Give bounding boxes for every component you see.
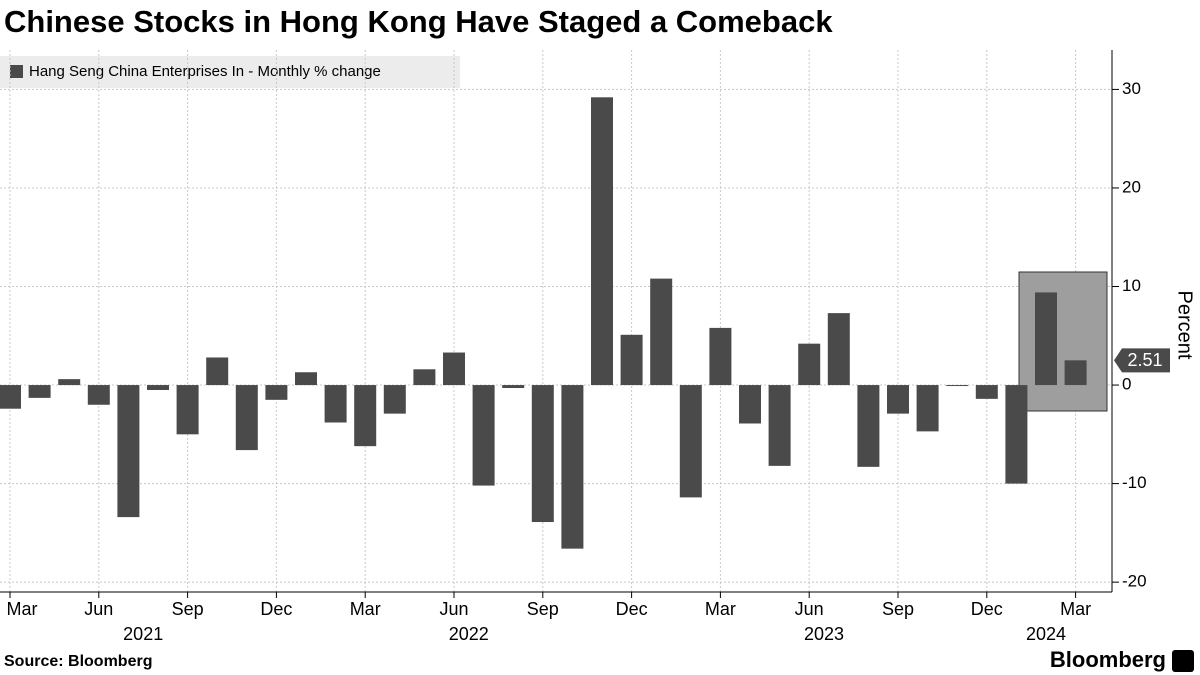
x-tick-label: Sep xyxy=(172,599,204,619)
bar xyxy=(117,385,140,518)
x-tick-label: Sep xyxy=(527,599,559,619)
legend-swatch xyxy=(10,65,23,78)
x-tick-label: Dec xyxy=(971,599,1003,619)
bar xyxy=(561,385,584,549)
year-label: 2023 xyxy=(804,624,844,644)
highlight-box xyxy=(1018,271,1108,412)
bar xyxy=(265,385,288,400)
bar xyxy=(768,385,791,466)
x-tick-label: Sep xyxy=(882,599,914,619)
bar xyxy=(827,313,850,386)
y-tick-label: 0 xyxy=(1122,375,1131,394)
bar xyxy=(650,278,673,386)
bar xyxy=(1035,292,1057,386)
y-tick-label: 20 xyxy=(1122,177,1141,196)
y-tick-label: 10 xyxy=(1122,276,1141,295)
x-tick-label: Mar xyxy=(1060,599,1091,619)
bar xyxy=(1005,385,1028,484)
chart-title: Chinese Stocks in Hong Kong Have Staged … xyxy=(4,4,833,39)
bar xyxy=(0,385,21,409)
bar xyxy=(324,385,347,423)
legend-box xyxy=(0,56,460,88)
x-tick-label: Jun xyxy=(84,599,113,619)
bar xyxy=(28,385,51,398)
bar xyxy=(235,385,258,451)
bar xyxy=(591,97,613,386)
bar xyxy=(176,385,199,435)
bar xyxy=(679,385,702,498)
brand-icon xyxy=(1172,650,1194,672)
y-tick-label: 30 xyxy=(1122,79,1141,98)
bar xyxy=(739,385,761,424)
bar xyxy=(58,379,81,386)
x-tick-label: Mar xyxy=(705,599,736,619)
bar xyxy=(709,327,732,386)
x-tick-label: Dec xyxy=(616,599,648,619)
bar xyxy=(946,385,969,387)
bar xyxy=(383,385,406,414)
year-label: 2021 xyxy=(123,624,163,644)
y-tick-label: -20 xyxy=(1122,572,1147,591)
x-tick-label: Dec xyxy=(260,599,292,619)
bar xyxy=(916,385,939,432)
bar xyxy=(147,385,169,390)
bar xyxy=(975,385,998,399)
y-axis-label: Percent xyxy=(1174,291,1196,360)
bar xyxy=(798,343,821,386)
y-tick-label: -10 xyxy=(1122,473,1147,492)
bar xyxy=(1064,360,1087,386)
bar xyxy=(531,385,554,523)
bar xyxy=(887,385,909,414)
x-tick-label: Mar xyxy=(7,599,38,619)
value-tag xyxy=(1114,348,1170,373)
bar xyxy=(413,369,436,386)
bar xyxy=(295,372,317,386)
bar xyxy=(472,385,495,486)
bar xyxy=(87,385,110,405)
bar xyxy=(502,385,525,389)
year-label: 2024 xyxy=(1026,624,1066,644)
grid xyxy=(0,50,1112,592)
year-label: 2022 xyxy=(449,624,489,644)
x-tick-label: Jun xyxy=(795,599,824,619)
value-label: 2.51 xyxy=(1127,350,1162,370)
brand: Bloomberg xyxy=(1050,647,1166,672)
bar xyxy=(354,385,377,447)
source: Source: Bloomberg xyxy=(4,653,152,670)
x-tick-label: Jun xyxy=(439,599,468,619)
bars xyxy=(0,97,1087,549)
legend-label: Hang Seng China Enterprises In - Monthly… xyxy=(29,63,381,80)
x-tick-label: Mar xyxy=(350,599,381,619)
bar xyxy=(443,352,465,386)
bar xyxy=(206,357,229,386)
bar xyxy=(857,385,880,467)
bar xyxy=(620,334,643,386)
